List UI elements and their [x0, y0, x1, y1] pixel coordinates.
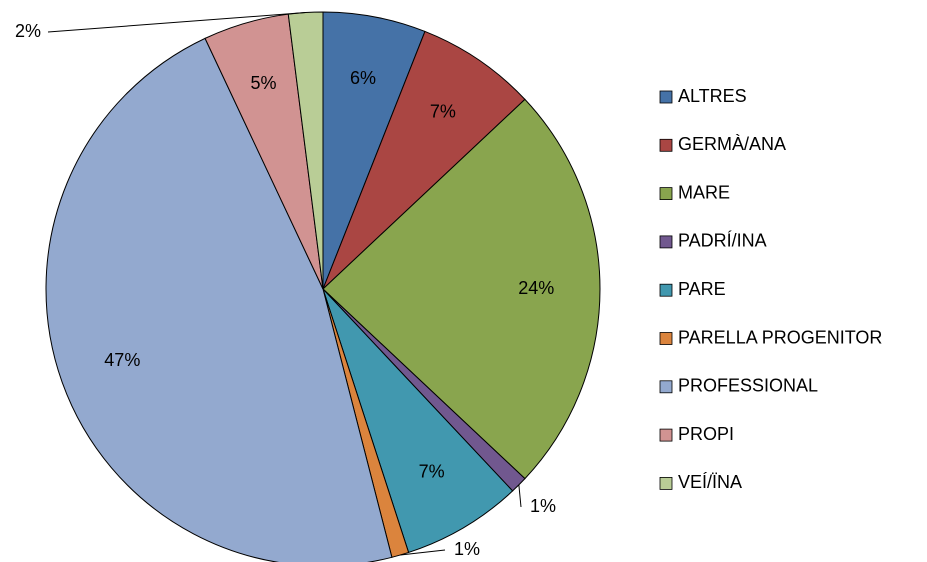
legend-label: PARELLA PROGENITOR [678, 327, 882, 347]
legend-swatch [659, 283, 673, 297]
legend-label: GERMÀ/ANA [678, 134, 786, 154]
legend-label: MARE [678, 182, 730, 202]
legend-swatch [659, 235, 673, 249]
pie-slice [322, 30, 526, 290]
data-label: 7% [419, 461, 445, 481]
data-label: 2% [15, 21, 41, 41]
legend-swatch [659, 138, 673, 152]
pie-slice [322, 288, 514, 554]
legend-label: PADRÍ/INA [678, 231, 767, 251]
legend-label: PARE [678, 279, 726, 299]
leader-line [47, 12, 306, 33]
leader-line [400, 549, 446, 556]
legend-label: PROPI [678, 424, 734, 444]
legend-label: PROFESSIONAL [678, 376, 818, 396]
legend-swatch [659, 187, 673, 201]
legend-swatch [659, 380, 673, 394]
data-label: 47% [104, 350, 140, 370]
legend-swatch [659, 332, 673, 345]
pie-slice [322, 98, 601, 480]
legend-swatch [659, 428, 673, 442]
data-label: 6% [350, 68, 376, 88]
data-label: 24% [518, 278, 554, 298]
leader-line [518, 484, 522, 508]
data-label: 1% [530, 496, 556, 516]
data-label: 1% [454, 539, 480, 559]
data-label: 5% [250, 73, 276, 93]
legend-swatch [659, 476, 673, 490]
legend-label: VEÍ/ÏNA [678, 472, 742, 492]
data-label: 7% [430, 101, 456, 121]
legend-label: ALTRES [678, 86, 747, 106]
legend-swatch [659, 90, 673, 104]
